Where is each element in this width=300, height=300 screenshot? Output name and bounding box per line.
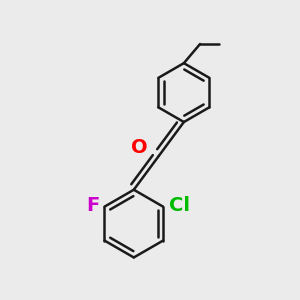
- Text: Cl: Cl: [169, 196, 190, 215]
- Text: F: F: [86, 196, 99, 215]
- Text: O: O: [131, 138, 148, 157]
